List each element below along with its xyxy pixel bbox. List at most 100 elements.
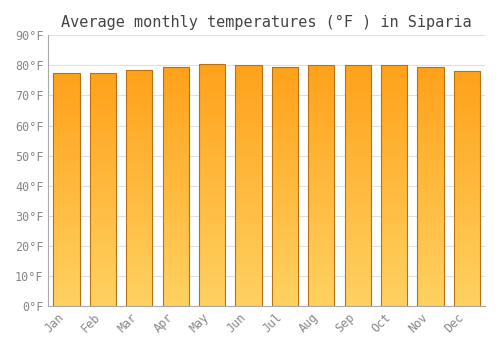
Bar <box>90 110 116 112</box>
Bar <box>90 103 116 105</box>
Bar <box>90 80 116 82</box>
Bar <box>54 124 80 126</box>
Bar <box>162 196 189 198</box>
Bar <box>381 210 407 212</box>
Bar <box>418 69 444 72</box>
Bar <box>162 170 189 172</box>
Bar <box>344 68 370 70</box>
Bar <box>308 258 334 260</box>
Bar <box>90 129 116 131</box>
Bar <box>236 154 262 157</box>
Bar <box>54 266 80 268</box>
Bar <box>344 267 370 270</box>
Bar <box>90 73 116 75</box>
Bar <box>272 258 298 260</box>
Bar <box>54 85 80 87</box>
Bar <box>54 234 80 236</box>
Bar <box>418 203 444 205</box>
Bar <box>418 91 444 93</box>
Bar <box>236 68 262 70</box>
Bar <box>272 129 298 131</box>
Bar <box>236 202 262 205</box>
Bar <box>236 200 262 202</box>
Bar <box>54 208 80 210</box>
Bar <box>454 226 480 229</box>
Bar <box>381 164 407 166</box>
Bar <box>199 236 225 238</box>
Bar <box>199 110 225 112</box>
Bar <box>308 190 334 193</box>
Bar <box>199 260 225 262</box>
Bar <box>381 224 407 226</box>
Bar <box>162 100 189 103</box>
Bar <box>162 277 189 280</box>
Bar <box>418 191 444 194</box>
Bar <box>126 214 152 216</box>
Bar <box>90 217 116 220</box>
Bar <box>381 258 407 260</box>
Bar <box>199 95 225 98</box>
Bar <box>381 246 407 248</box>
Bar <box>236 85 262 87</box>
Bar <box>236 116 262 118</box>
Bar <box>162 191 189 194</box>
Bar <box>418 301 444 303</box>
Bar <box>199 265 225 267</box>
Bar <box>54 264 80 266</box>
Bar <box>126 70 152 72</box>
Bar <box>126 150 152 153</box>
Bar <box>126 193 152 195</box>
Bar <box>54 185 80 187</box>
Bar <box>199 81 225 83</box>
Bar <box>418 107 444 110</box>
Bar <box>381 236 407 238</box>
Bar <box>236 118 262 121</box>
Bar <box>272 256 298 258</box>
Bar <box>54 140 80 143</box>
Bar <box>162 67 189 69</box>
Bar <box>454 285 480 287</box>
Bar <box>272 72 298 74</box>
Bar <box>162 296 189 299</box>
Bar <box>454 294 480 296</box>
Bar <box>454 172 480 175</box>
Bar <box>418 248 444 251</box>
Bar <box>199 229 225 231</box>
Bar <box>199 170 225 173</box>
Bar <box>418 167 444 170</box>
Bar <box>454 189 480 191</box>
Bar <box>236 111 262 113</box>
Bar <box>418 222 444 225</box>
Bar <box>126 131 152 134</box>
Bar <box>418 210 444 213</box>
Bar <box>162 213 189 215</box>
Bar <box>162 237 189 239</box>
Bar <box>381 70 407 72</box>
Bar <box>54 80 80 82</box>
Bar <box>418 124 444 127</box>
Bar <box>344 77 370 80</box>
Bar <box>90 250 116 252</box>
Bar <box>344 188 370 190</box>
Bar <box>199 144 225 146</box>
Bar <box>54 75 80 78</box>
Bar <box>308 90 334 92</box>
Bar <box>381 277 407 279</box>
Bar <box>126 143 152 145</box>
Bar <box>344 294 370 296</box>
Bar <box>272 205 298 208</box>
Bar <box>90 282 116 285</box>
Bar <box>308 111 334 113</box>
Bar <box>381 212 407 215</box>
Bar <box>126 271 152 273</box>
Bar <box>236 284 262 287</box>
Bar <box>381 138 407 140</box>
Bar <box>344 202 370 205</box>
Bar <box>162 93 189 96</box>
Bar <box>418 184 444 186</box>
Bar <box>126 115 152 117</box>
Bar <box>199 158 225 161</box>
Bar <box>344 140 370 142</box>
Bar <box>308 265 334 267</box>
Bar <box>90 208 116 210</box>
